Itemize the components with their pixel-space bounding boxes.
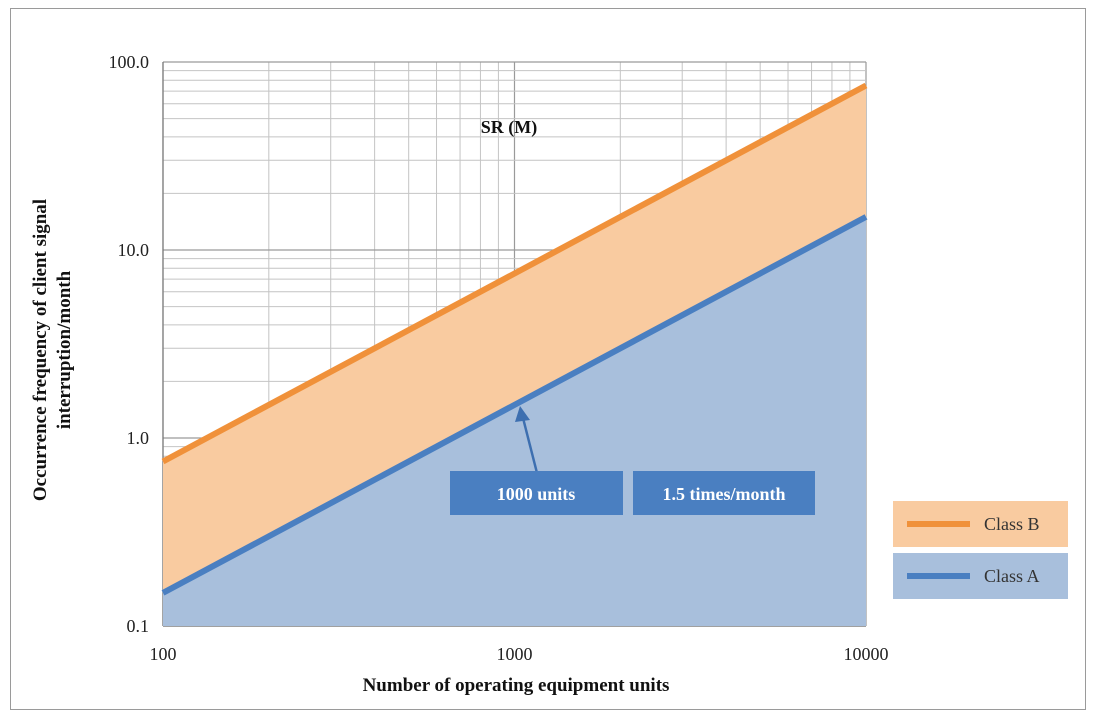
y-axis-title-line1: Occurrence frequency of client signal <box>30 199 51 501</box>
x-tick-label: 100 <box>150 644 177 664</box>
annotation-text-units: 1000 units <box>497 484 576 504</box>
annotation-box-units <box>450 471 623 515</box>
series-line-class-b <box>161 82 868 465</box>
annotation-text-rate: 1.5 times/month <box>663 484 786 504</box>
area-fill-class-a <box>163 216 866 626</box>
x-tick-labels: 100 1000 10000 <box>150 644 889 664</box>
legend: Class B Class A <box>893 501 1068 599</box>
x-tick-label: 1000 <box>497 644 533 664</box>
y-tick-label: 10.0 <box>118 240 150 260</box>
annotation-arrow-head <box>515 406 530 422</box>
annotation-arrow-shaft <box>521 417 539 474</box>
y-tick-label: 1.0 <box>127 428 150 448</box>
annotation-box-rate <box>633 471 815 515</box>
x-tick-label: 10000 <box>844 644 889 664</box>
y-tick-label: 0.1 <box>127 616 150 636</box>
y-tick-label: 100.0 <box>109 52 150 72</box>
chart-title: SR (M) <box>481 117 538 138</box>
series-line-class-a <box>161 214 868 596</box>
y-tick-labels: 0.1 1.0 10.0 100.0 <box>109 52 150 636</box>
legend-label-class-a: Class A <box>984 566 1040 586</box>
x-axis-title: Number of operating equipment units <box>363 675 670 696</box>
y-axis-title-line2: interruption/month <box>54 270 75 429</box>
legend-label-class-b: Class B <box>984 514 1040 534</box>
series-lines <box>161 82 868 596</box>
